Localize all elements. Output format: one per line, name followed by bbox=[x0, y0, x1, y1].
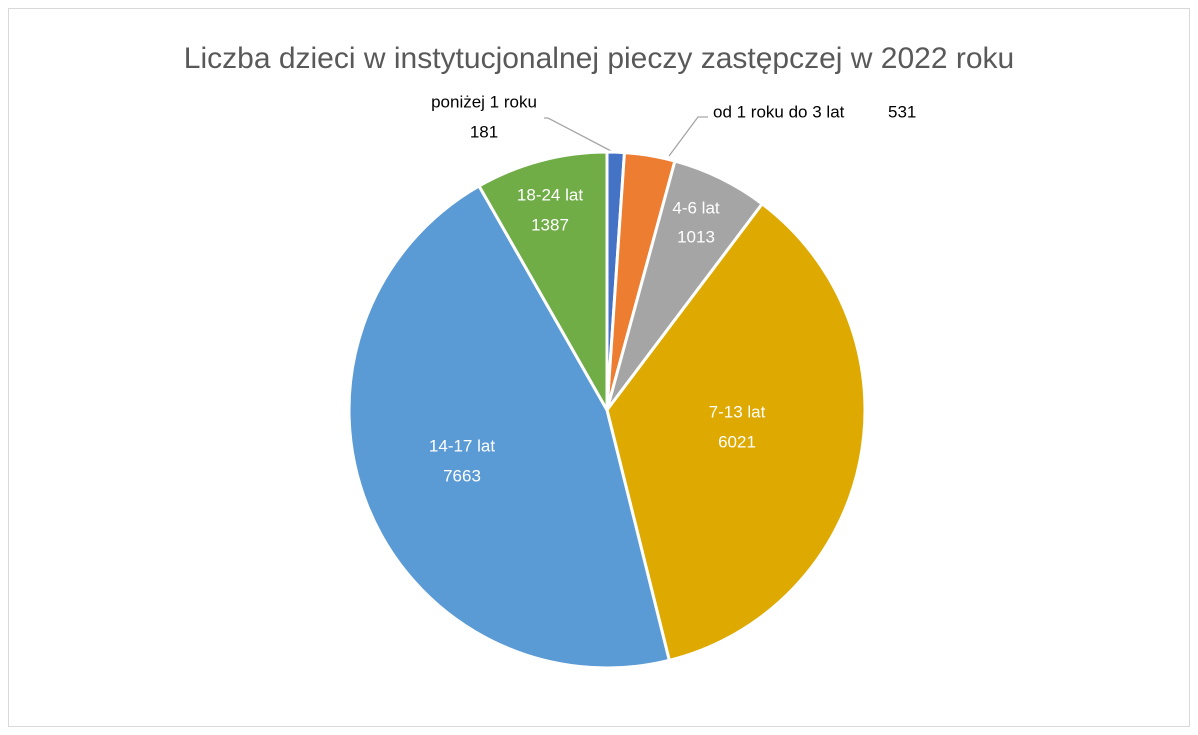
slice-label: 7-13 lat bbox=[709, 402, 766, 421]
slice-value: 181 bbox=[470, 122, 498, 141]
chart-title: Liczba dzieci w instytucjonalnej pieczy … bbox=[184, 42, 1014, 75]
slice-label: 18-24 lat bbox=[517, 185, 583, 204]
slice-value: 531 bbox=[888, 102, 916, 121]
slice-value: 6021 bbox=[718, 432, 756, 451]
slice-label: poniżej 1 roku bbox=[431, 92, 537, 111]
pie-slice bbox=[347, 184, 671, 670]
slice-value: 1013 bbox=[677, 227, 715, 246]
slice-value: 1387 bbox=[531, 215, 569, 234]
slice-label: od 1 roku do 3 lat bbox=[713, 102, 845, 121]
slice-label: 14-17 lat bbox=[429, 436, 495, 455]
slice-label: 4-6 lat bbox=[672, 198, 720, 217]
slice-value: 7663 bbox=[443, 466, 481, 485]
leader-line bbox=[544, 117, 614, 153]
pie-slice bbox=[605, 202, 867, 662]
leader-line bbox=[668, 116, 708, 157]
pie-slice bbox=[477, 150, 609, 412]
